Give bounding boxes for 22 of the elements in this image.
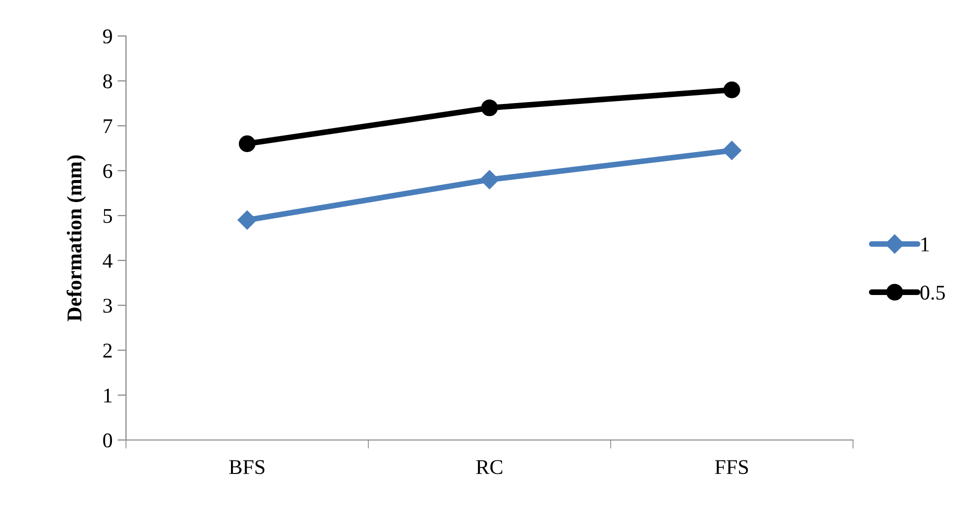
point: [481, 99, 498, 116]
legend-label: 1: [922, 238, 929, 252]
y-tick-label: 4: [102, 254, 112, 268]
y-tick-label: 7: [104, 119, 112, 134]
y-tick-label: 1: [104, 388, 112, 402]
y-axis-title: Deformation (mm): [66, 155, 86, 322]
point: [724, 82, 740, 98]
x-tick-label: RC: [476, 460, 502, 474]
x-tick-label: FFS: [715, 460, 748, 474]
y-tick-label: 0: [103, 433, 112, 448]
y-tick-label: 2: [103, 344, 112, 358]
y-tick-label: 8: [103, 74, 112, 88]
x-tick-label: BFS: [229, 460, 264, 474]
y-tick-label: 6: [103, 164, 112, 178]
y-tick-label: 9: [103, 29, 112, 44]
point: [238, 135, 256, 152]
point: [480, 170, 500, 190]
point: [722, 140, 742, 160]
legend-label: 0.5: [920, 286, 945, 300]
y-tick-label: 5: [104, 209, 112, 223]
point: [238, 210, 257, 230]
y-tick-label: 3: [103, 298, 112, 313]
